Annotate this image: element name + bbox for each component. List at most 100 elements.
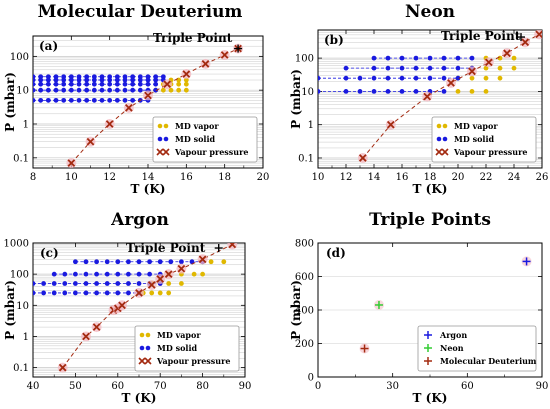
x-axis-label: T (K) — [131, 182, 166, 196]
y-tick-label: 10 — [301, 87, 314, 98]
y-tick-label: 0.1 — [298, 153, 314, 164]
vapour-pressure-point — [423, 92, 432, 101]
md-solid-point — [73, 281, 78, 286]
legend: MD vapor MD solid Vapour pressure — [134, 325, 240, 372]
x-tick-label: 30 — [386, 381, 399, 392]
x-tick-label: 0 — [315, 381, 321, 392]
legend-label: MD solid — [454, 134, 494, 144]
vapour-pressure-point — [156, 275, 165, 283]
md-solid-point — [343, 89, 349, 94]
y-tick-label: 100 — [295, 54, 314, 65]
vapour-pressure-point — [92, 323, 101, 331]
vapour-pressure-point — [163, 80, 172, 89]
md-solid-point — [45, 74, 51, 80]
md-solid-point — [136, 271, 142, 277]
md-solid-point — [91, 81, 97, 87]
md-solid-point — [399, 75, 405, 81]
md-solid-point — [94, 290, 99, 296]
legend-box — [417, 325, 537, 372]
md-solid-point — [399, 65, 405, 71]
md-solid-point — [371, 65, 377, 71]
md-vapor-point — [511, 65, 517, 71]
x-tick-label: 60 — [111, 381, 124, 392]
x-tick-label: 14 — [142, 172, 155, 183]
legend-box — [431, 116, 537, 163]
md-solid-point — [38, 81, 44, 87]
vapour-pressure-point — [468, 67, 476, 76]
md-solid-point — [99, 97, 105, 103]
md-solid-point — [33, 97, 36, 103]
md-solid-point — [91, 74, 97, 80]
legend-marker — [138, 357, 146, 365]
md-solid-point — [137, 87, 143, 93]
vapour-pressure-point — [82, 332, 90, 341]
triple-point-plus — [517, 33, 525, 42]
md-solid-point — [115, 271, 121, 277]
md-solid-point — [168, 259, 174, 265]
md-solid-point — [53, 97, 59, 103]
vapour-pressure-point — [535, 30, 542, 39]
legend-marker — [436, 123, 442, 129]
x-tick-label: 26 — [536, 172, 549, 183]
md-solid-point — [153, 74, 159, 80]
md-solid-point — [399, 89, 405, 94]
legend-label: Neon — [440, 343, 464, 353]
triple-point-plus — [214, 244, 223, 253]
y-axis-label: P (mbar) — [3, 72, 17, 132]
md-solid-point — [61, 74, 67, 80]
legend-marker — [163, 136, 169, 142]
x-tick-label: 18 — [424, 172, 437, 183]
y-tick-label: 800 — [295, 239, 314, 250]
md-solid-point — [145, 81, 151, 87]
md-solid-point — [455, 65, 461, 71]
md-solid-point — [157, 259, 163, 265]
md-solid-point — [33, 290, 36, 296]
x-tick-label: 8 — [30, 172, 36, 183]
legend-label: MD solid — [157, 343, 197, 353]
legend-marker — [157, 123, 163, 129]
md-solid-point — [38, 74, 44, 80]
md-solid-point — [441, 55, 447, 61]
md-solid-point — [125, 281, 131, 286]
md-solid-point — [153, 87, 159, 93]
x-stroke — [447, 79, 455, 87]
md-vapor-point — [149, 290, 155, 296]
data-layer — [318, 30, 542, 163]
vapour-pressure-point — [147, 281, 156, 289]
md-solid-point — [38, 87, 44, 93]
md-vapor-point — [176, 81, 182, 87]
md-solid-point — [115, 290, 121, 296]
x-stroke — [503, 49, 511, 58]
x-tick-label: 24 — [508, 172, 521, 183]
x-tick-label: 20 — [452, 172, 465, 183]
x-tick-label: 12 — [340, 172, 353, 183]
y-tick-label: 1 — [23, 332, 29, 343]
x-tick-label: 70 — [154, 381, 167, 392]
panel-2: Neon 10 12 14 16 18 20 22 24 26 0.1 1 10 100 T (K) P (m… — [289, 2, 548, 196]
md-solid-point — [441, 65, 447, 71]
x-stroke — [358, 154, 367, 162]
md-solid-point — [33, 74, 36, 80]
md-solid-point — [427, 75, 433, 81]
x-stroke — [201, 60, 210, 68]
y-tick-label: 1 — [308, 120, 314, 131]
x-stroke — [118, 301, 126, 310]
x-stroke — [92, 323, 101, 331]
md-vapor-point — [176, 87, 182, 93]
md-solid-point — [76, 87, 82, 93]
md-solid-point — [68, 97, 74, 103]
vapour-pressure-point — [58, 363, 67, 372]
triple-point-label: Triple Point — [153, 31, 233, 45]
x-stroke — [182, 70, 191, 78]
vapour-pressure-point — [201, 60, 210, 68]
legend-label: MD vapor — [157, 330, 201, 340]
md-solid-point — [68, 81, 74, 87]
chart-title: Triple Points — [369, 210, 491, 230]
md-solid-point — [51, 271, 57, 277]
vapour-pressure-point — [182, 70, 191, 78]
md-solid-point — [371, 75, 377, 81]
md-vapor-point — [483, 75, 489, 81]
md-solid-point — [413, 55, 419, 61]
md-solid-point — [53, 87, 59, 93]
md-solid-point — [62, 281, 68, 286]
